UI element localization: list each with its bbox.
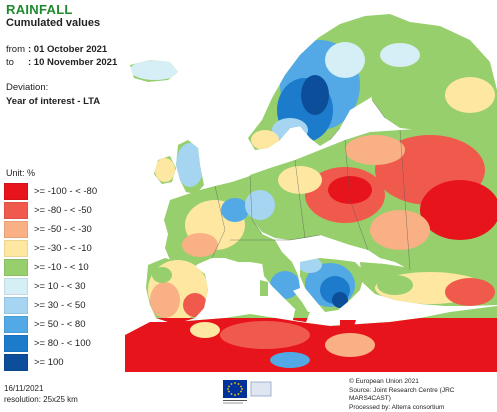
deviation-value: Year of interest - LTA: [6, 96, 100, 107]
legend-label: >= 100: [34, 357, 64, 368]
legend-swatch: [4, 183, 28, 200]
legend: Unit: % >= -100 - < -80>= -80 - < -50>= …: [4, 168, 116, 372]
from-value: : 01 October 2021: [28, 44, 107, 55]
map-title: RAINFALL: [6, 2, 73, 17]
footer-resolution: resolution: 25x25 km: [4, 394, 78, 405]
legend-swatch: [4, 316, 28, 333]
footer-date: 16/11/2021: [4, 383, 78, 394]
legend-label: >= 80 - < 100: [34, 338, 91, 349]
legend-label: >= -10 - < 10: [34, 262, 89, 273]
legend-item: >= -30 - < -10: [4, 239, 116, 258]
footer-source: Source: Joint Research Centre (JRC MARS4…: [349, 387, 497, 404]
period-to: to : 10 November 2021: [6, 57, 117, 68]
legend-label: >= -80 - < -50: [34, 205, 92, 216]
legend-label: >= -100 - < -80: [34, 186, 97, 197]
footer-processed: Processed by: Alterra consortium: [349, 404, 497, 412]
to-label: to: [6, 57, 28, 68]
legend-unit: Unit: %: [6, 168, 116, 178]
footer-right: © European Union 2021 Source: Joint Rese…: [349, 378, 497, 412]
legend-item: >= 50 - < 80: [4, 315, 116, 334]
from-label: from: [6, 44, 28, 55]
legend-label: >= -30 - < -10: [34, 243, 92, 254]
legend-swatch: [4, 354, 28, 371]
legend-label: >= 10 - < 30: [34, 281, 86, 292]
legend-item: >= -100 - < -80: [4, 182, 116, 201]
legend-items: >= -100 - < -80 >= -80 - < -50 >= -50 - < …: [4, 182, 116, 372]
legend-swatch: [4, 202, 28, 219]
deviation-label: Deviation:: [6, 82, 48, 93]
to-value: : 10 November 2021: [28, 57, 117, 68]
legend-swatch: [4, 297, 28, 314]
legend-swatch: [4, 335, 28, 352]
legend-label: >= 30 - < 50: [34, 300, 86, 311]
legend-item: >= -50 - < -30: [4, 220, 116, 239]
legend-item: >= 10 - < 30: [4, 277, 116, 296]
legend-item: >= 80 - < 100: [4, 334, 116, 353]
eu-flag-icon: [221, 378, 275, 408]
legend-swatch: [4, 221, 28, 238]
legend-swatch: [4, 259, 28, 276]
legend-swatch: [4, 278, 28, 295]
footer-copyright: © European Union 2021: [349, 378, 497, 387]
legend-label: >= 50 - < 80: [34, 319, 86, 330]
footer-left: 16/11/2021 resolution: 25x25 km: [4, 383, 78, 405]
legend-item: >= -10 - < 10: [4, 258, 116, 277]
legend-label: >= -50 - < -30: [34, 224, 92, 235]
legend-swatch: [4, 240, 28, 257]
legend-item: >= 100: [4, 353, 116, 372]
period-from: from : 01 October 2021: [6, 44, 107, 55]
legend-item: >= 30 - < 50: [4, 296, 116, 315]
map-subtitle: Cumulated values: [6, 17, 100, 29]
legend-item: >= -80 - < -50: [4, 201, 116, 220]
